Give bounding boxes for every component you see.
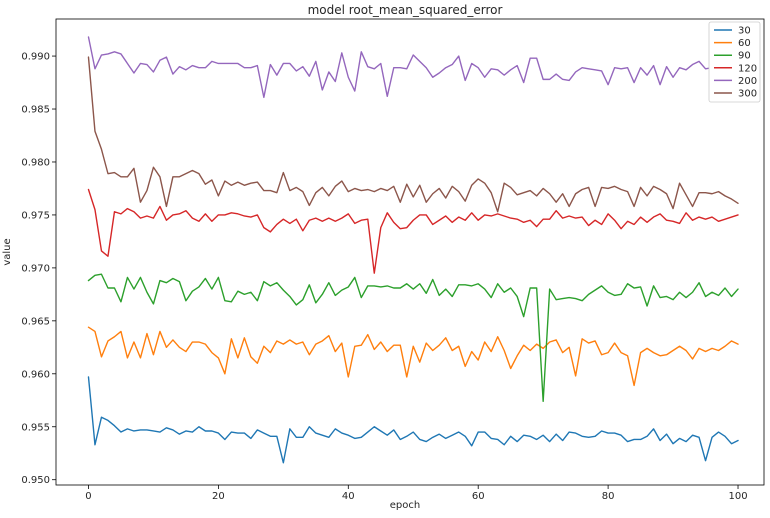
legend-label-120: 120 (738, 63, 757, 74)
series-line-120 (87, 188, 739, 274)
x-axis-title: epoch (390, 500, 420, 511)
y-tick-label: 0.970 (21, 263, 50, 274)
series-line-30 (87, 376, 739, 464)
legend-label-60: 60 (738, 38, 751, 49)
legend-label-30: 30 (738, 26, 751, 37)
y-tick-label: 0.975 (21, 210, 50, 221)
y-tick-label: 0.985 (21, 105, 50, 116)
x-tick-label: 60 (472, 491, 485, 502)
y-tick-label: 0.955 (21, 422, 50, 433)
y-tick-label: 0.965 (21, 316, 50, 327)
y-tick-label: 0.950 (21, 475, 50, 486)
y-tick-label: 0.990 (21, 52, 50, 63)
y-tick-label: 0.960 (21, 369, 50, 380)
legend-label-90: 90 (738, 51, 751, 62)
plot-frame (55, 18, 765, 486)
y-tick-label: 0.980 (21, 157, 50, 168)
series-line-60 (87, 326, 739, 387)
x-tick-label: 0 (85, 491, 91, 502)
series-line-90 (87, 273, 739, 403)
legend-label-200: 200 (738, 76, 757, 87)
plot-area (55, 18, 765, 486)
x-tick-label: 100 (728, 491, 747, 502)
x-tick-label: 20 (212, 491, 225, 502)
series-line-300 (87, 56, 739, 213)
series-lines (87, 36, 739, 464)
y-axis-title: value (2, 238, 13, 265)
y-axis: 0.950 0.955 0.960 0.965 0.970 0.975 0.980 0.985… (21, 52, 56, 486)
x-axis: 0 20 40 60 80 100 (85, 485, 748, 502)
chart-title: model root_mean_squared_error (308, 3, 503, 17)
series-line-200 (87, 36, 739, 99)
x-tick-label: 80 (602, 491, 615, 502)
x-tick-label: 40 (342, 491, 355, 502)
legend-label-300: 300 (738, 89, 757, 100)
